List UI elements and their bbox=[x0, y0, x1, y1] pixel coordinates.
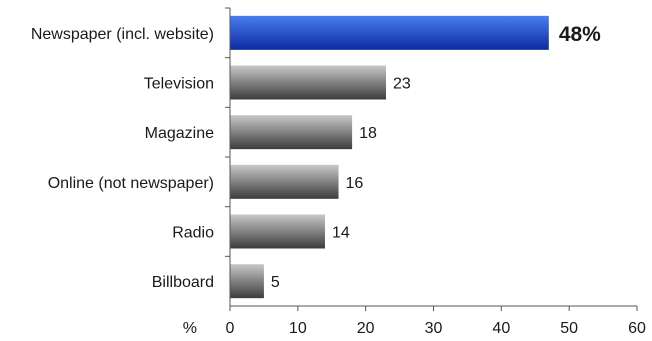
value-label-1: 23 bbox=[393, 76, 411, 93]
x-tick-label-0: 0 bbox=[226, 320, 235, 337]
bar-2 bbox=[230, 115, 353, 150]
value-label-3: 16 bbox=[346, 175, 364, 192]
value-label-2: 18 bbox=[359, 125, 377, 142]
category-label-1: Television bbox=[144, 76, 214, 93]
bar-0 bbox=[230, 15, 549, 50]
bar-5 bbox=[230, 264, 264, 299]
bars-layer bbox=[230, 15, 549, 299]
value-label-5: 5 bbox=[271, 274, 280, 291]
x-tick-label-1: 10 bbox=[289, 320, 307, 337]
category-label-4: Radio bbox=[172, 225, 214, 242]
category-label-2: Magazine bbox=[145, 125, 214, 142]
value-label-4: 14 bbox=[332, 225, 350, 242]
category-label-3: Online (not newspaper) bbox=[48, 175, 214, 192]
bar-4 bbox=[230, 214, 325, 249]
x-tick-label-2: 20 bbox=[357, 320, 375, 337]
category-label-5: Billboard bbox=[152, 274, 214, 291]
bar-1 bbox=[230, 65, 387, 100]
value-label-0: 48% bbox=[559, 23, 601, 46]
x-tick-label-5: 50 bbox=[560, 320, 578, 337]
x-unit-label: % bbox=[183, 320, 197, 337]
x-tick-label-6: 60 bbox=[628, 320, 646, 337]
bar-3 bbox=[230, 164, 339, 199]
x-tick-label-3: 30 bbox=[425, 320, 443, 337]
category-label-0: Newspaper (incl. website) bbox=[31, 26, 214, 43]
x-tick-label-4: 40 bbox=[492, 320, 510, 337]
axis-layer bbox=[225, 7, 638, 311]
labels-layer: Newspaper (incl. website) 48% Television 23… bbox=[31, 23, 646, 337]
